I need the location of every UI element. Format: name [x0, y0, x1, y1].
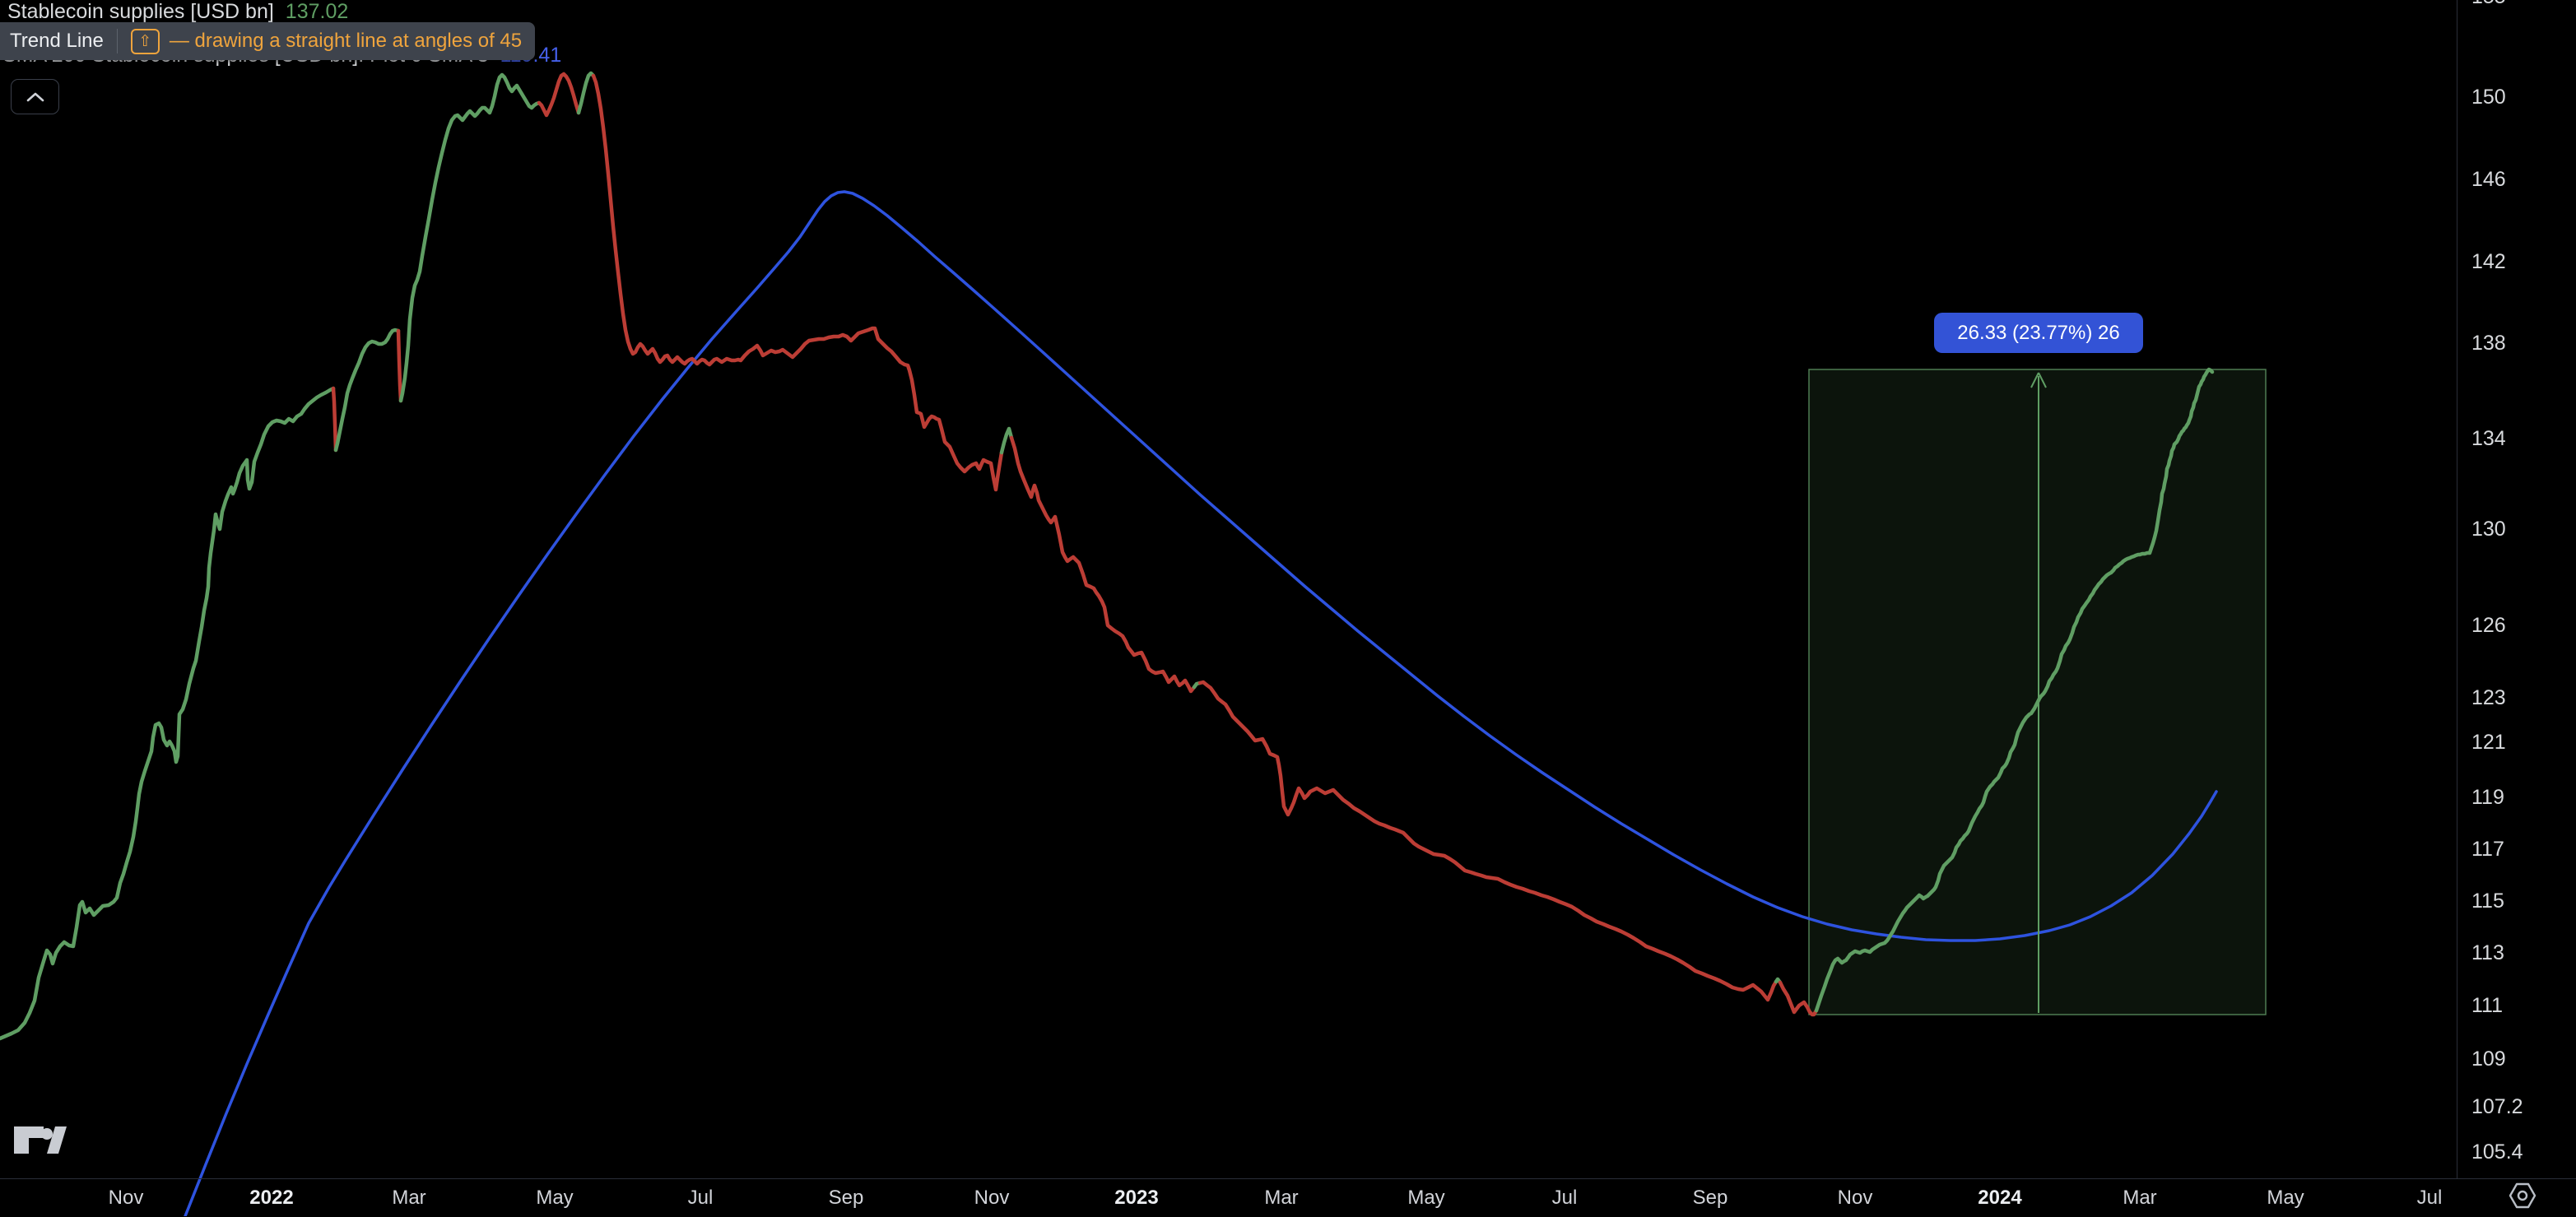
time-tick: Mar — [392, 1187, 426, 1209]
price-tick: 113 — [2471, 941, 2504, 964]
legend-row-main-series[interactable]: Stablecoin supplies [USD bn] 137.02 — [7, 1, 561, 23]
time-tick: Nov — [108, 1187, 144, 1209]
collapse-legend-button[interactable] — [11, 79, 59, 114]
price-tick: 138 — [2471, 332, 2506, 355]
price-axis[interactable]: 155 150 146 142 138 134 130 126 123 121 119 117 115 1… — [2457, 0, 2576, 1178]
time-tick: Sep — [828, 1187, 864, 1209]
price-range-label[interactable]: 26.33 (23.77%) 26 — [1934, 313, 2143, 353]
price-line-segment-down[interactable] — [396, 328, 403, 403]
shift-key-icon: ⇧ — [130, 28, 160, 54]
price-tick: 105.4 — [2471, 1140, 2523, 1164]
price-tick: 126 — [2471, 614, 2506, 637]
price-line-segment-up[interactable] — [398, 72, 542, 403]
price-tick: 150 — [2471, 86, 2506, 109]
measured-region[interactable] — [1808, 369, 2267, 1015]
time-axis[interactable]: Nov 2022 Mar May Jul Sep Nov 2023 Mar May Jul Sep No… — [0, 1178, 2576, 1217]
time-tick: Jul — [1551, 1187, 1578, 1209]
price-line-segment-down[interactable] — [1009, 435, 1197, 694]
time-tick: Nov — [1837, 1187, 1873, 1209]
price-tick: 117 — [2471, 838, 2504, 861]
trend-line-tooltip: Trend Line ⇧ — drawing a straight line a… — [0, 22, 536, 60]
price-tick: 123 — [2471, 686, 2506, 709]
price-tick: 115 — [2471, 890, 2504, 913]
time-tick: 2022 — [249, 1187, 294, 1209]
time-tick: May — [2267, 1187, 2304, 1209]
price-line-segment-up[interactable] — [1814, 367, 2215, 1013]
tooltip-title: Trend Line — [10, 30, 104, 52]
series-value: 137.02 — [285, 0, 349, 23]
chevron-up-icon — [26, 92, 44, 101]
price-line-segment-down[interactable] — [1778, 980, 1819, 1017]
sma-line[interactable] — [184, 190, 2218, 1216]
time-tick: Nov — [974, 1187, 1010, 1209]
time-tick: 2023 — [1114, 1187, 1159, 1209]
price-line-segment-down[interactable] — [1197, 680, 1779, 1002]
tradingview-logo-icon — [14, 1126, 67, 1154]
price-tick: 155 — [2471, 0, 2506, 9]
price-tick: 109 — [2471, 1047, 2506, 1071]
settings-gear-icon[interactable] — [2507, 1182, 2538, 1214]
tooltip-divider — [116, 29, 118, 53]
price-tick: 107.2 — [2471, 1095, 2523, 1118]
price-tick: 121 — [2471, 731, 2506, 754]
time-tick: May — [536, 1187, 574, 1209]
tradingview-logo[interactable] — [12, 1122, 68, 1163]
time-tick: Sep — [1692, 1187, 1728, 1209]
price-line-segment-down[interactable] — [331, 386, 338, 453]
price-tick: 119 — [2471, 786, 2504, 809]
price-tick: 111 — [2471, 994, 2504, 1017]
time-tick: Mar — [2123, 1187, 2157, 1209]
time-tick: May — [1407, 1187, 1445, 1209]
measure-arrowhead-icon — [2030, 372, 2047, 388]
price-tick: 130 — [2471, 518, 2506, 541]
price-tick: 146 — [2471, 168, 2506, 191]
price-line-segment-up[interactable] — [0, 386, 336, 1041]
price-line-segment-down[interactable] — [591, 73, 1004, 492]
price-tick: 134 — [2471, 427, 2506, 450]
tooltip-hint-text: — drawing a straight line at angles of 4… — [169, 30, 523, 52]
price-line-segment-up[interactable] — [333, 327, 401, 453]
price-line-segment-down[interactable] — [537, 72, 581, 118]
time-tick: 2024 — [1978, 1187, 2022, 1209]
series-title: Stablecoin supplies [USD bn] — [7, 0, 274, 23]
time-tick: Jul — [687, 1187, 714, 1209]
price-line-segment-up[interactable] — [576, 71, 596, 115]
price-line-segment-up[interactable] — [999, 426, 1014, 455]
time-tick: Jul — [2416, 1187, 2443, 1209]
time-tick: Mar — [1264, 1187, 1299, 1209]
price-tick: 142 — [2471, 250, 2506, 273]
